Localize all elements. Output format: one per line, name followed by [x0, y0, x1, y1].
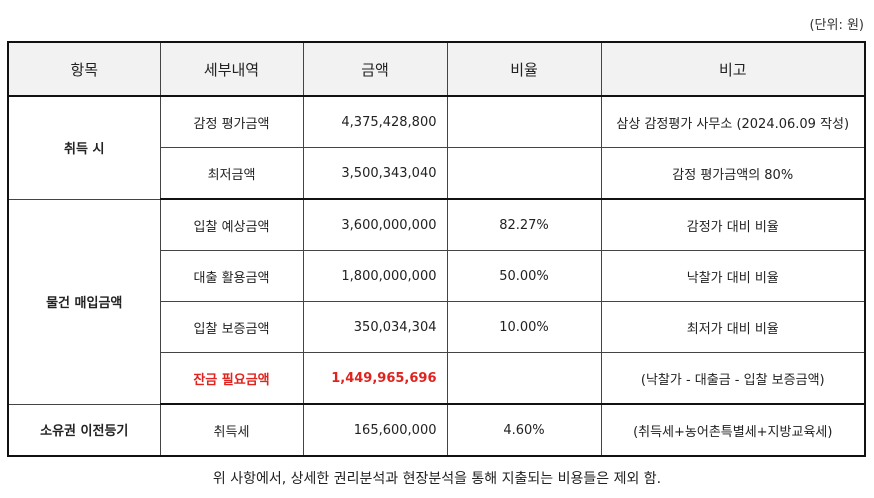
row-ratio: 4.60% [446, 403, 602, 457]
table-row: 소유권 이전등기 취득세 165,600,000 4.60% (취득세+농어촌특… [7, 403, 866, 457]
row-note: 삼상 감정평가 사무소 (2024.06.09 작성) [600, 95, 866, 148]
table-row-highlight: 잔금 필요금액 1,449,965,696 (낙찰가 - 대출금 - 입찰 보증… [8, 352, 866, 405]
header-amount: 금액 [302, 41, 448, 97]
header-ratio: 비율 [446, 41, 602, 97]
table-row: 입찰 보증금액 350,034,304 10.00% 최저가 대비 비율 [8, 301, 866, 353]
row-note: (취득세+농어촌특별세+지방교육세) [600, 403, 866, 457]
row-amount: 4,375,428,800 [302, 95, 448, 148]
header-note: 비고 [600, 41, 866, 97]
category-purchase: 물건 매입금액 [7, 198, 161, 405]
cost-table: 항목 세부내역 금액 비율 비고 취득 시 감정 평가금액 4,375,428,… [7, 41, 866, 457]
row-item: 취득세 [159, 403, 304, 457]
header-category: 항목 [7, 41, 161, 97]
row-item: 대출 활용금액 [159, 250, 304, 302]
row-ratio: 82.27% [446, 198, 602, 251]
category-ownership-transfer: 소유권 이전등기 [7, 403, 161, 457]
table-row: 최저금액 3,500,343,040 감정 평가금액의 80% [8, 147, 866, 200]
row-note: (낙찰가 - 대출금 - 입찰 보증금액) [600, 352, 866, 405]
row-ratio [446, 147, 602, 200]
unit-label: (단위: 원) [809, 18, 864, 33]
row-note: 감정가 대비 비율 [600, 198, 866, 251]
row-amount: 165,600,000 [302, 403, 448, 457]
row-item: 잔금 필요금액 [159, 352, 304, 405]
table-header-row: 항목 세부내역 금액 비율 비고 [7, 41, 866, 97]
row-note: 감정 평가금액의 80% [600, 147, 866, 200]
table-row: 물건 매입금액 입찰 예상금액 3,600,000,000 82.27% 감정가… [7, 198, 866, 405]
row-amount: 1,800,000,000 [302, 250, 448, 302]
row-item: 감정 평가금액 [159, 95, 304, 148]
row-item: 입찰 예상금액 [159, 198, 304, 251]
row-note: 최저가 대비 비율 [600, 301, 866, 353]
row-item: 입찰 보증금액 [159, 301, 304, 353]
header-item: 세부내역 [159, 41, 304, 97]
row-note: 낙찰가 대비 비율 [600, 250, 866, 302]
row-amount: 3,500,343,040 [302, 147, 448, 200]
footer-note: 위 사항에서, 상세한 권리분석과 현장분석을 통해 지출되는 비용들은 제외 … [212, 471, 662, 487]
row-amount: 350,034,304 [302, 301, 448, 353]
table-row: 취득 시 감정 평가금액 4,375,428,800 삼상 감정평가 사무소 (… [7, 95, 866, 200]
row-amount: 1,449,965,696 [302, 352, 448, 405]
row-ratio: 50.00% [446, 250, 602, 302]
category-acquisition: 취득 시 [7, 95, 161, 200]
table-row: 대출 활용금액 1,800,000,000 50.00% 낙찰가 대비 비율 [8, 250, 866, 302]
row-amount: 3,600,000,000 [302, 198, 448, 251]
row-ratio [446, 95, 602, 148]
row-ratio: 10.00% [446, 301, 602, 353]
row-item: 최저금액 [159, 147, 304, 200]
row-ratio [446, 352, 602, 405]
